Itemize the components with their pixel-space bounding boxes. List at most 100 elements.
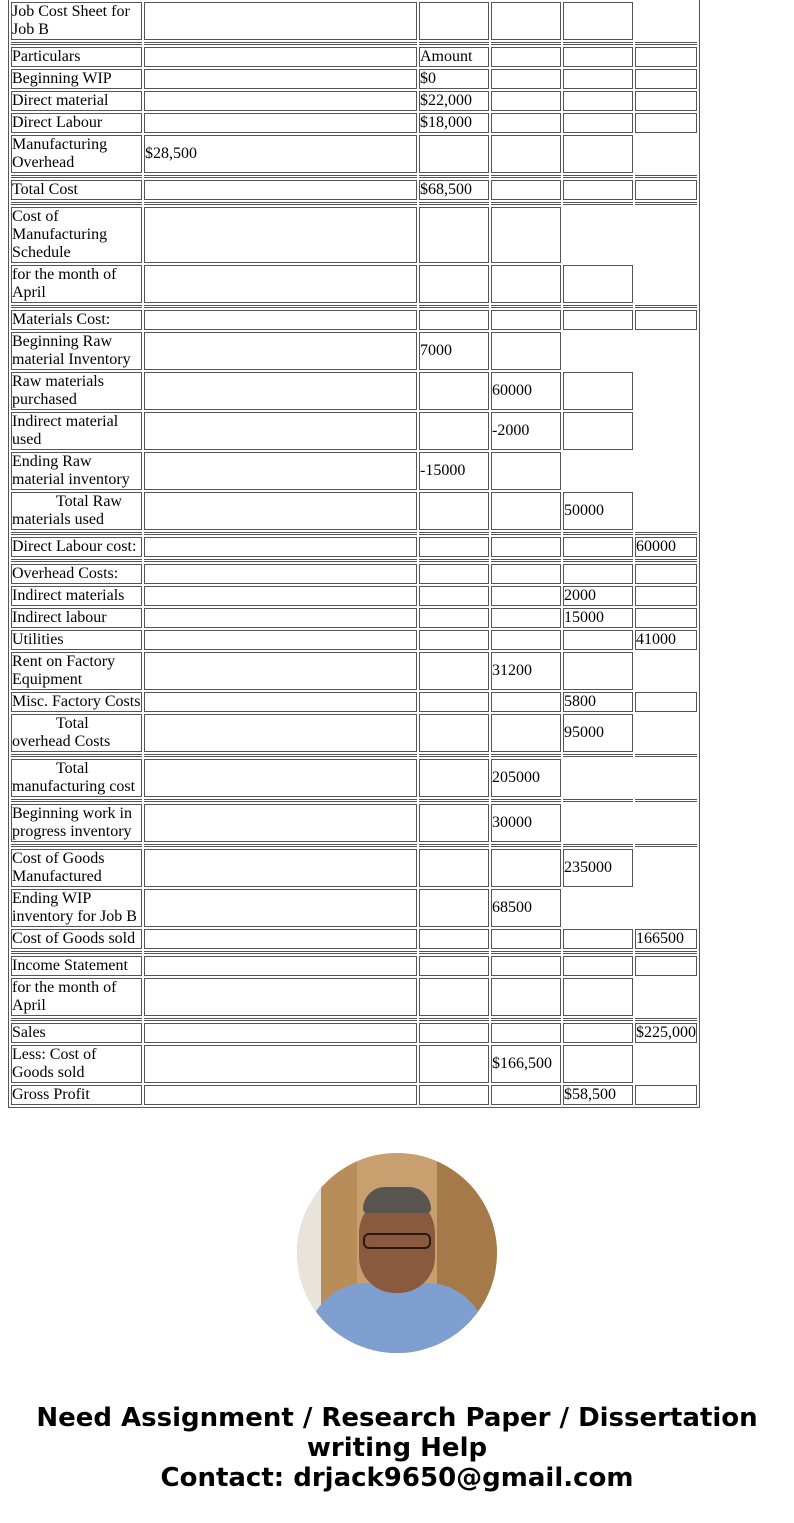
table-cell (419, 929, 489, 949)
table-cell (144, 207, 417, 263)
separator-line (563, 559, 633, 562)
table-cell (144, 586, 417, 606)
table-row: for the month of April (11, 265, 697, 303)
table-cell (635, 91, 697, 111)
table-cell: 15000 (563, 608, 633, 628)
row-label: Utilities (11, 630, 142, 650)
table-cell (419, 714, 489, 752)
table-cell (563, 47, 633, 67)
empty-space (635, 889, 697, 927)
separator-line (11, 559, 142, 562)
separator-line (144, 559, 417, 562)
table-row: Indirect material used -2000 (11, 412, 697, 450)
row-label: Beginning work in progress inventory (11, 804, 142, 842)
row-label: Ending WIP inventory for Job B (11, 889, 142, 927)
table-cell (144, 804, 417, 842)
table-cell (144, 47, 417, 67)
table-row: Manufacturing Overhead $28,500 (11, 135, 697, 173)
empty-space (635, 759, 697, 797)
table-row: Total Cost $68,500 (11, 180, 697, 200)
table-cell (491, 978, 561, 1016)
table-cell (419, 492, 489, 530)
table-cell (419, 372, 489, 410)
table-cell: 166500 (635, 929, 697, 949)
empty-space (563, 759, 633, 797)
separator-row (11, 559, 697, 562)
table-cell (144, 537, 417, 557)
table-row: Ending WIP inventory for Job B 68500 (11, 889, 697, 927)
row-label: Raw materials purchased (11, 372, 142, 410)
table-cell (144, 978, 417, 1016)
row-label: Beginning WIP (11, 69, 142, 89)
separator-line (11, 175, 142, 178)
table-cell (144, 91, 417, 111)
glasses-icon (363, 1233, 431, 1249)
table-cell (144, 332, 417, 370)
separator-row (11, 754, 697, 757)
table-cell: -15000 (419, 452, 489, 490)
separator-line (635, 1018, 697, 1021)
table-row: Job Cost Sheet for Job B (11, 2, 697, 40)
separator-line (11, 532, 142, 535)
separator-line (419, 559, 489, 562)
separator-line (563, 202, 633, 205)
separator-line (563, 175, 633, 178)
table-cell: $58,500 (563, 1085, 633, 1105)
empty-space (635, 652, 697, 690)
row-label: Indirect materials (11, 586, 142, 606)
empty-space (635, 1045, 697, 1083)
row-label: Income Statement (11, 956, 142, 976)
separator-line (491, 42, 561, 45)
table-cell (144, 492, 417, 530)
table-row: Direct Labour cost: 60000 (11, 537, 697, 557)
separator-line (563, 42, 633, 45)
separator-line (635, 305, 697, 308)
table-cell (144, 652, 417, 690)
table-cell (635, 692, 697, 712)
table-cell (419, 889, 489, 927)
separator-line (563, 532, 633, 535)
table-cell (144, 849, 417, 887)
table-cell: 68500 (491, 889, 561, 927)
empty-space (635, 135, 697, 173)
table-cell (635, 180, 697, 200)
table-cell (144, 310, 417, 330)
table-row: Income Statement (11, 956, 697, 976)
separator-line (491, 559, 561, 562)
table-cell (144, 412, 417, 450)
row-label: Indirect labour (11, 608, 142, 628)
table-cell (563, 1023, 633, 1043)
separator-line (11, 844, 142, 847)
table-cell (419, 956, 489, 976)
table-cell (144, 889, 417, 927)
table-row: Rent on Factory Equipment 31200 (11, 652, 697, 690)
separator-line (635, 951, 697, 954)
table-cell (144, 180, 417, 200)
separator-line (419, 305, 489, 308)
contact-footer: Need Assignment / Research Paper / Disse… (0, 1403, 794, 1493)
table-row: Total overhead Costs 95000 (11, 714, 697, 752)
separator-line (419, 754, 489, 757)
table-cell: 31200 (491, 652, 561, 690)
separator-line (419, 844, 489, 847)
table-row: Total Raw materials used 50000 (11, 492, 697, 530)
table-cell (491, 310, 561, 330)
table-cell: 30000 (491, 804, 561, 842)
table-cell (635, 608, 697, 628)
row-label: Total Cost (11, 180, 142, 200)
table-row: Total manufacturing cost 205000 (11, 759, 697, 797)
separator-line (635, 754, 697, 757)
table-cell (419, 1023, 489, 1043)
table-cell (419, 692, 489, 712)
table-cell (419, 135, 489, 173)
table-cell (635, 47, 697, 67)
empty-space (635, 804, 697, 842)
table-cell (144, 608, 417, 628)
table-cell (491, 1023, 561, 1043)
separator-row (11, 951, 697, 954)
separator-line (635, 559, 697, 562)
footer-contact: Contact: drjack9650@gmail.com (160, 1463, 634, 1493)
separator-line (491, 754, 561, 757)
table-row: Materials Cost: (11, 310, 697, 330)
table-cell (563, 91, 633, 111)
